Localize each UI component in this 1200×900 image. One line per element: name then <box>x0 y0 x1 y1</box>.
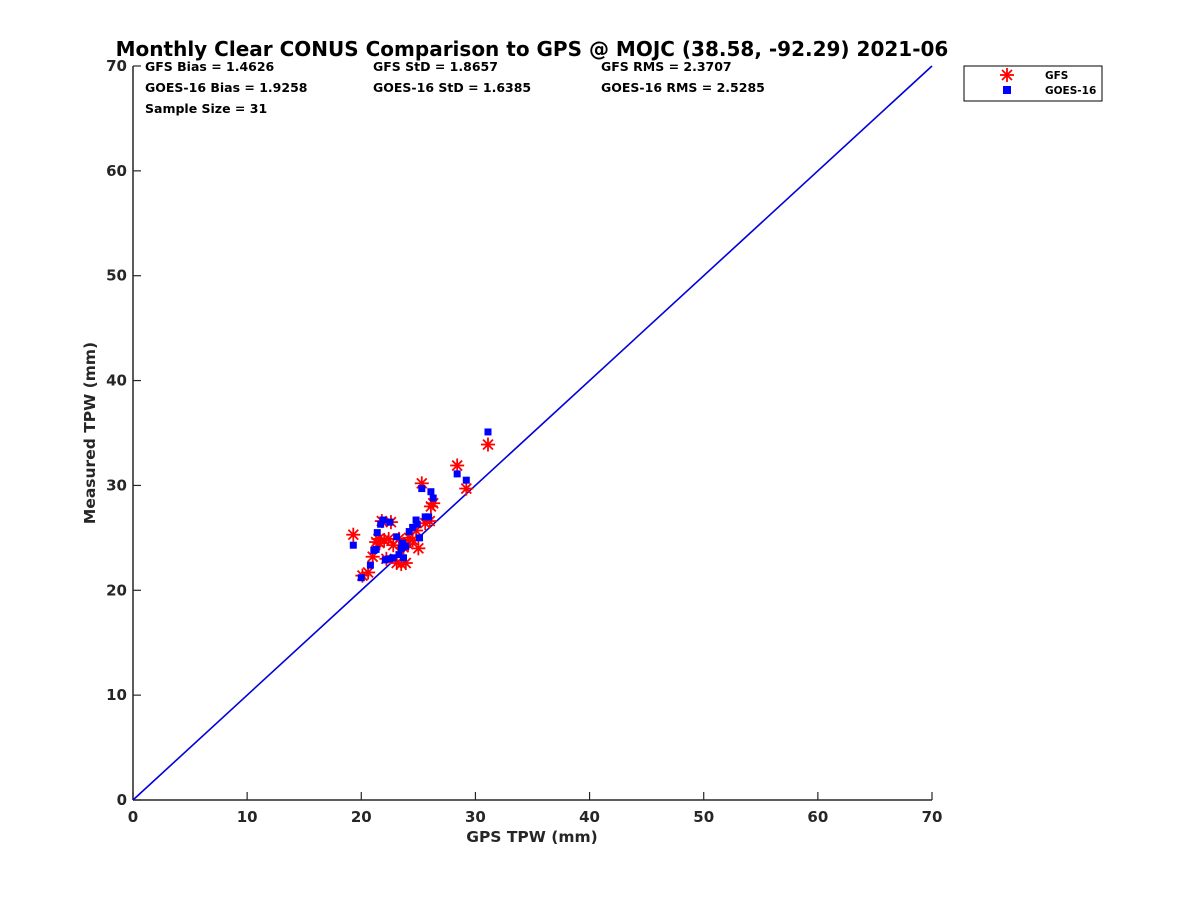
gfs-point <box>346 527 361 542</box>
x-axis-label: GPS TPW (mm) <box>466 828 598 846</box>
y-tick-label: 50 <box>106 267 127 285</box>
goes-point <box>373 529 381 537</box>
goes-point <box>415 534 423 542</box>
y-tick-label: 40 <box>106 372 127 390</box>
legend-gfs-label: GFS <box>1045 70 1068 82</box>
legend-gfs-asterisk <box>1000 68 1014 82</box>
x-tick-label: 50 <box>693 808 714 826</box>
stat-gfs-rms: GFS RMS = 2.3707 <box>601 59 732 74</box>
legend-gfs-marker <box>1000 68 1014 82</box>
stat-gfs-std: GFS StD = 1.8657 <box>373 59 498 74</box>
goes-point <box>484 428 492 436</box>
goes-point <box>357 574 365 582</box>
stat-goes-std: GOES-16 StD = 1.6385 <box>373 80 531 95</box>
x-tick-label: 70 <box>922 808 943 826</box>
x-tick-label: 60 <box>807 808 828 826</box>
goes-point <box>418 485 426 493</box>
y-tick-label: 0 <box>117 791 127 809</box>
goes-point <box>453 470 461 478</box>
stat-sample-size: Sample Size = 31 <box>145 101 267 116</box>
stats-block: GFS Bias = 1.4626 GFS StD = 1.8657 GFS R… <box>145 59 765 116</box>
plot-area: 0 10 20 30 40 50 60 70 0 10 20 30 40 50 60 70 <box>106 57 942 826</box>
goes-point <box>385 555 393 563</box>
x-tick-label: 0 <box>128 808 138 826</box>
gfs-point <box>480 437 495 452</box>
legend-goes-label: GOES-16 <box>1045 85 1096 97</box>
goes-point <box>412 516 420 524</box>
goes-point <box>425 513 433 521</box>
goes-point <box>393 533 401 541</box>
chart-title: Monthly Clear CONUS Comparison to GPS @ … <box>116 37 949 61</box>
x-tick-label: 10 <box>237 808 258 826</box>
x-tick-label: 40 <box>579 808 600 826</box>
legend-goes-marker <box>1003 86 1011 94</box>
gfs-point <box>459 481 474 496</box>
goes-point <box>429 494 437 502</box>
goes-point <box>379 516 387 524</box>
legend: GFS GOES-16 <box>963 65 1103 102</box>
goes-point <box>413 520 421 528</box>
x-tick-label: 20 <box>351 808 372 826</box>
y-tick-label: 10 <box>106 686 127 704</box>
goes-point <box>409 523 417 531</box>
y-tick-label: 60 <box>106 162 127 180</box>
reference-line <box>132 65 933 801</box>
y-tick-label: 30 <box>106 476 127 494</box>
goes-point <box>386 518 394 526</box>
goes-point <box>389 554 397 562</box>
goes-point <box>377 520 385 528</box>
goes-point <box>400 554 408 562</box>
x-tick-label: 30 <box>465 808 486 826</box>
goes-point <box>349 541 357 549</box>
gfs-point <box>450 458 465 473</box>
stat-goes-bias: GOES-16 Bias = 1.9258 <box>145 80 307 95</box>
legend-box <box>963 65 1103 102</box>
y-tick-label: 20 <box>106 581 127 599</box>
stat-goes-rms: GOES-16 RMS = 2.5285 <box>601 80 765 95</box>
goes-point <box>405 528 413 536</box>
goes-point <box>372 545 380 553</box>
y-axis-label: Measured TPW (mm) <box>81 342 99 524</box>
stat-gfs-bias: GFS Bias = 1.4626 <box>145 59 275 74</box>
goes-point <box>366 561 374 569</box>
y-tick-label: 70 <box>106 57 127 75</box>
goes-point <box>398 539 406 547</box>
goes-point <box>395 551 403 559</box>
goes-point <box>427 488 435 496</box>
goes-point <box>397 544 405 552</box>
goes-point <box>462 476 470 484</box>
